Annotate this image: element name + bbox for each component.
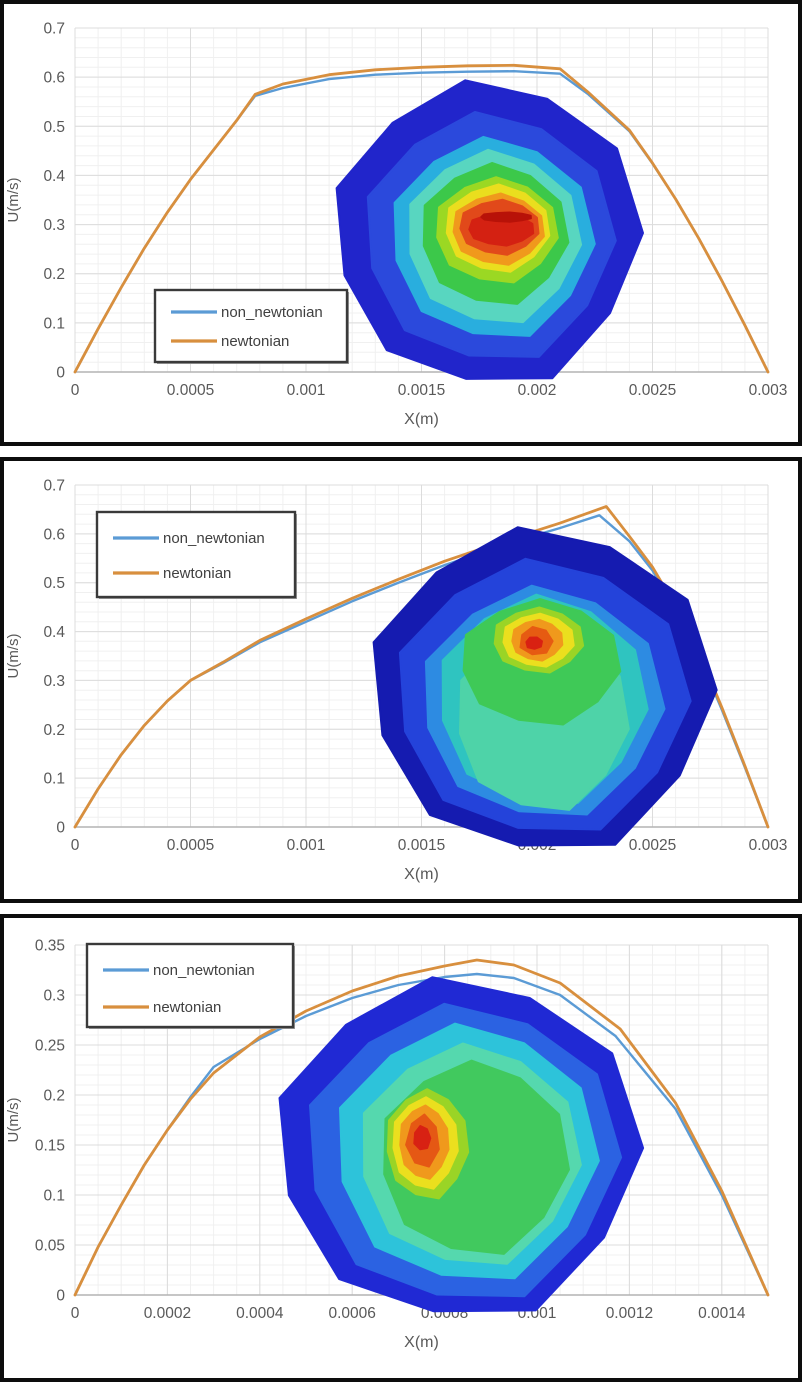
- x-tick-label: 0.0025: [629, 382, 676, 399]
- y-tick-label: 0.3: [43, 988, 65, 1005]
- chart-canvas-bottom: 0 0.05 0.1 0.15 0.2 0.25 0.3 0.35 0 0.0002 0.0004 0…: [4, 918, 798, 1378]
- x-axis-title: X(m): [404, 1334, 439, 1351]
- x-tick-label: 0.0012: [606, 1305, 653, 1322]
- y-tick-label: 0.2: [43, 722, 65, 739]
- y-tick-label: 0.5: [43, 119, 65, 136]
- x-tick-label: 0.0006: [328, 1305, 375, 1322]
- legend-label-newtonian: newtonian: [153, 999, 221, 1016]
- chart-panel-top: 0 0.1 0.2 0.3 0.4 0.5 0.6 0.7 0 0.0005 0.001 0.0015…: [0, 0, 802, 446]
- series-line-newtonian: [73, 63, 770, 374]
- legend-box: [95, 510, 297, 599]
- y-tick-label: 0.3: [43, 217, 65, 234]
- legend-label-non_newtonian: non_newtonian: [221, 304, 323, 321]
- chart-panel-bottom: 0 0.05 0.1 0.15 0.2 0.25 0.3 0.35 0 0.0002 0.0004 0…: [0, 914, 802, 1382]
- x-tick-label: 0.003: [749, 837, 788, 854]
- legend: non_newtonian newtonian: [85, 942, 295, 1029]
- y-tick-label: 0.2: [43, 266, 65, 283]
- x-tick-label: 0: [71, 837, 80, 854]
- contour-ring-10: [480, 211, 532, 223]
- y-tick-label: 0.5: [43, 575, 65, 592]
- y-tick-label: 0.1: [43, 315, 65, 332]
- tick-labels: 0 0.1 0.2 0.3 0.4 0.5 0.6 0.7 0 0.0005 0.001 0.0015…: [43, 21, 787, 400]
- x-tick-label: 0.0015: [398, 837, 445, 854]
- y-axis-title: U(m/s): [5, 1098, 22, 1143]
- series-line-newtonian: [73, 958, 770, 1297]
- x-axis-title: X(m): [404, 866, 439, 883]
- y-tick-label: 0.7: [43, 21, 65, 38]
- y-tick-label: 0.4: [43, 168, 65, 185]
- legend: non_newtonian newtonian: [153, 288, 349, 364]
- contour-inset: [278, 976, 645, 1313]
- x-tick-label: 0.003: [749, 382, 788, 399]
- x-tick-label: 0.0005: [167, 837, 214, 854]
- x-tick-label: 0.0004: [236, 1305, 284, 1322]
- x-tick-label: 0: [71, 1305, 80, 1322]
- y-axis-title: U(m/s): [5, 178, 22, 223]
- y-tick-label: 0: [56, 1288, 65, 1305]
- legend-label-newtonian: newtonian: [221, 333, 289, 350]
- y-tick-label: 0.1: [43, 771, 65, 788]
- y-tick-label: 0.3: [43, 673, 65, 690]
- y-tick-label: 0.35: [35, 938, 65, 955]
- x-tick-label: 0.0025: [629, 837, 676, 854]
- x-tick-label: 0.001: [287, 382, 326, 399]
- y-axis-title: U(m/s): [5, 634, 22, 679]
- y-tick-label: 0.15: [35, 1138, 65, 1155]
- y-tick-label: 0.05: [35, 1238, 65, 1255]
- contour-inset: [335, 79, 644, 380]
- y-tick-label: 0.2: [43, 1088, 65, 1105]
- y-tick-label: 0.25: [35, 1038, 65, 1055]
- contour-inset: [372, 526, 718, 847]
- contour-ring-9: [413, 1125, 432, 1151]
- y-tick-label: 0: [56, 820, 65, 837]
- y-tick-label: 0: [56, 365, 65, 382]
- legend-label-non_newtonian: non_newtonian: [163, 530, 265, 547]
- y-tick-label: 0.6: [43, 70, 65, 87]
- chart-panel-middle: 0 0.1 0.2 0.3 0.4 0.5 0.6 0.7 0 0.0005 0.001 0.0015…: [0, 457, 802, 903]
- x-tick-label: 0: [71, 382, 80, 399]
- x-axis-title: X(m): [404, 411, 439, 428]
- x-tick-label: 0.0005: [167, 382, 214, 399]
- x-tick-label: 0.0002: [144, 1305, 191, 1322]
- x-tick-label: 0.0014: [698, 1305, 746, 1322]
- x-tick-label: 0.001: [287, 837, 326, 854]
- legend-box: [85, 942, 295, 1029]
- x-tick-label: 0.0015: [398, 382, 445, 399]
- x-tick-label: 0.002: [518, 382, 557, 399]
- legend: non_newtonian newtonian: [95, 510, 297, 599]
- legend-label-newtonian: newtonian: [163, 565, 231, 582]
- y-tick-label: 0.4: [43, 624, 65, 641]
- contour-ring-10: [525, 636, 543, 650]
- legend-box: [153, 288, 349, 364]
- chart-canvas-top: 0 0.1 0.2 0.3 0.4 0.5 0.6 0.7 0 0.0005 0.001 0.0015…: [4, 4, 798, 442]
- y-tick-label: 0.6: [43, 526, 65, 543]
- legend-label-non_newtonian: non_newtonian: [153, 962, 255, 979]
- y-tick-label: 0.1: [43, 1188, 65, 1205]
- y-tick-label: 0.7: [43, 478, 65, 495]
- chart-canvas-middle: 0 0.1 0.2 0.3 0.4 0.5 0.6 0.7 0 0.0005 0.001 0.0015…: [4, 461, 798, 899]
